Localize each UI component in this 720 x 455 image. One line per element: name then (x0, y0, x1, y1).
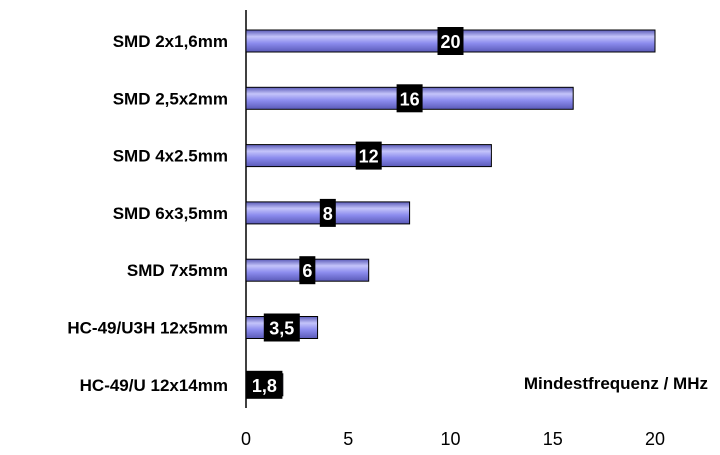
x-tick-label: 20 (645, 429, 665, 449)
data-label-box (396, 84, 423, 113)
data-label-box (299, 256, 316, 285)
data-label: 6 (302, 261, 312, 281)
data-label: 12 (359, 147, 379, 167)
x-axis-title: Mindestfrequenz / MHz (524, 374, 708, 393)
category-label: HC-49/U3H 12x5mm (67, 319, 228, 338)
x-tick-label: 15 (543, 429, 563, 449)
data-label-box (246, 370, 283, 399)
category-label: SMD 7x5mm (127, 261, 228, 280)
data-label: 16 (400, 89, 420, 109)
data-label-box (355, 141, 382, 170)
category-label: SMD 4x2.5mm (113, 147, 228, 166)
x-tick-label: 10 (440, 429, 460, 449)
category-label: HC-49/U 12x14mm (80, 376, 228, 395)
category-label: SMD 2x1,6mm (113, 32, 228, 51)
data-label: 8 (323, 204, 333, 224)
x-tick-label: 0 (241, 429, 251, 449)
data-label: 1,8 (252, 376, 277, 396)
data-label: 20 (440, 32, 460, 52)
data-label: 3,5 (269, 319, 294, 339)
category-label: SMD 6x3,5mm (113, 204, 228, 223)
category-label: SMD 2,5x2mm (113, 89, 228, 108)
data-label-box (263, 313, 300, 342)
data-label-box (437, 27, 464, 55)
data-label-box (319, 198, 336, 227)
x-tick-label: 5 (343, 429, 353, 449)
